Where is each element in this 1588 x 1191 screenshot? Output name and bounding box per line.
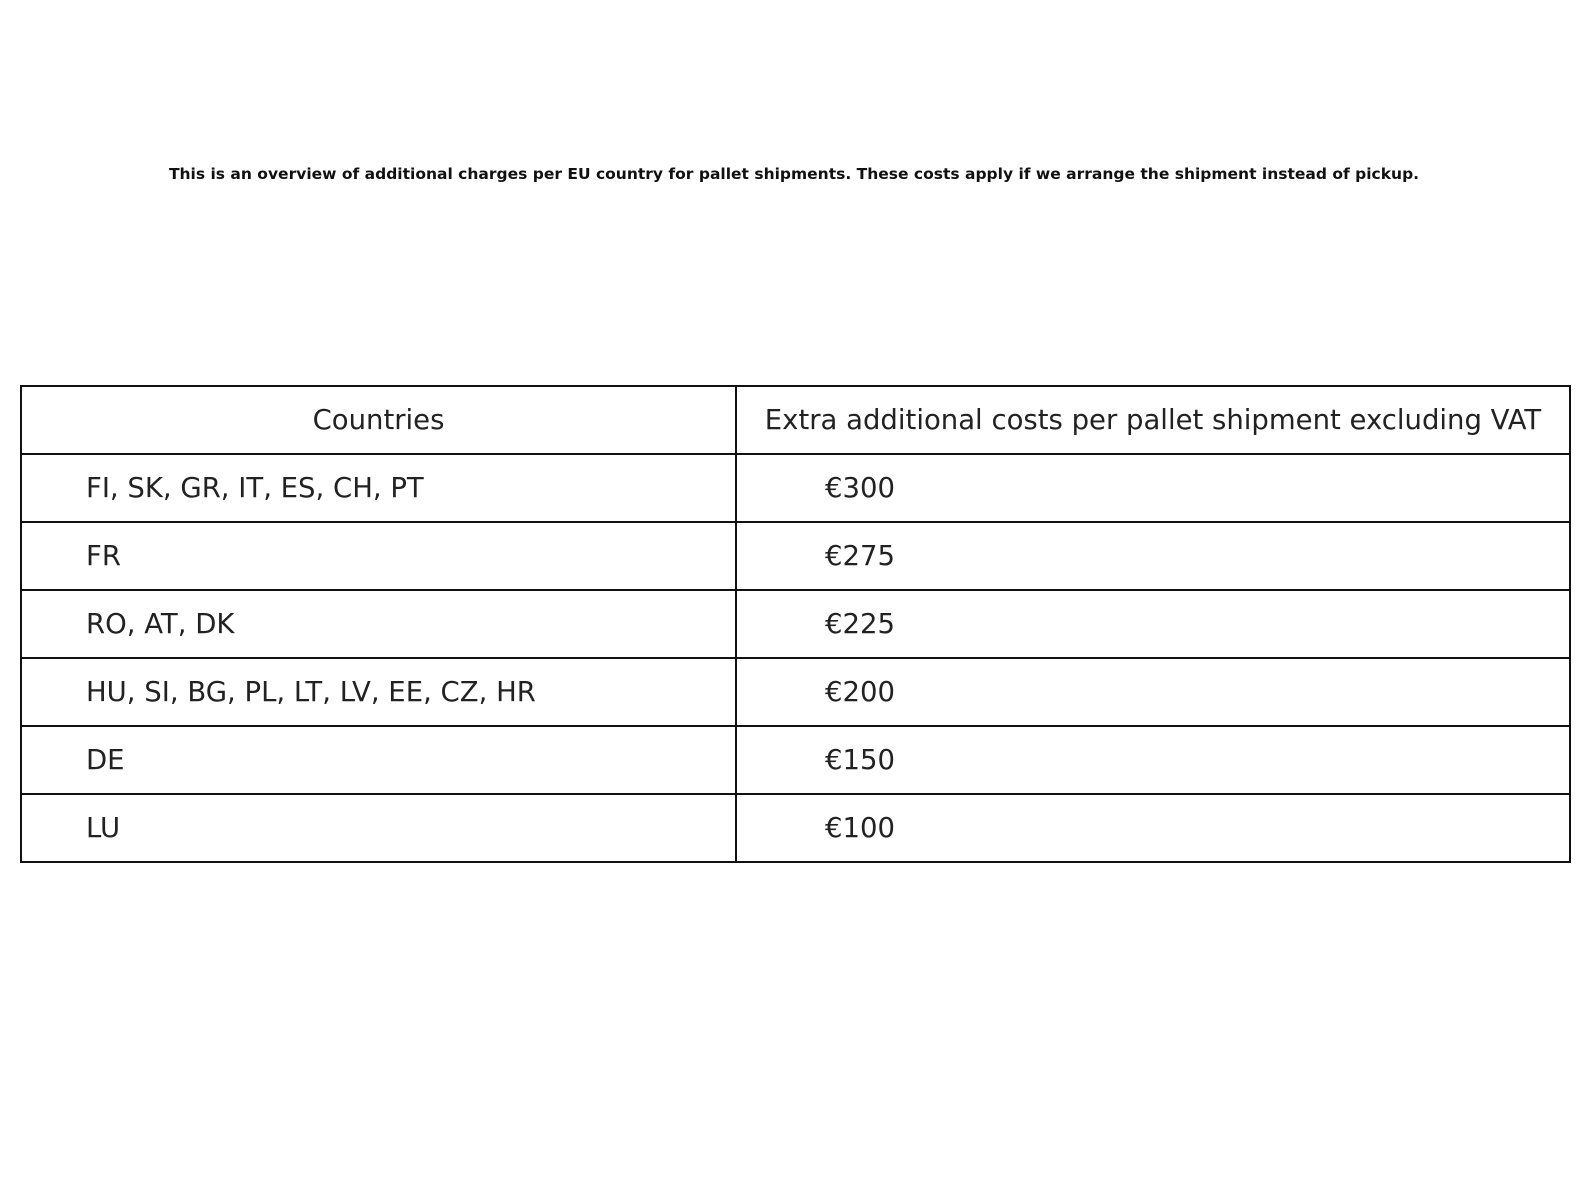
cell-countries: FI, SK, GR, IT, ES, CH, PT: [20, 453, 737, 523]
table-row: HU, SI, BG, PL, LT, LV, EE, CZ, HR €200: [20, 657, 1571, 727]
cell-cost: €300: [735, 453, 1571, 523]
cell-countries: FR: [20, 521, 737, 591]
cell-cost: €150: [735, 725, 1571, 795]
cell-countries: HU, SI, BG, PL, LT, LV, EE, CZ, HR: [20, 657, 737, 727]
header-countries: Countries: [20, 385, 737, 455]
table-row: FI, SK, GR, IT, ES, CH, PT €300: [20, 453, 1571, 523]
table-row: RO, AT, DK €225: [20, 589, 1571, 659]
table-row: DE €150: [20, 725, 1571, 795]
cell-countries: LU: [20, 793, 737, 863]
charges-table: Countries Extra additional costs per pal…: [20, 385, 1571, 863]
cell-cost: €275: [735, 521, 1571, 591]
header-costs: Extra additional costs per pallet shipme…: [735, 385, 1571, 455]
cell-cost: €100: [735, 793, 1571, 863]
table-title: This is an overview of additional charge…: [168, 165, 1420, 183]
cell-cost: €225: [735, 589, 1571, 659]
table-row: LU €100: [20, 793, 1571, 863]
table-row: FR €275: [20, 521, 1571, 591]
header-row: Countries Extra additional costs per pal…: [20, 385, 1571, 455]
cell-cost: €200: [735, 657, 1571, 727]
cell-countries: RO, AT, DK: [20, 589, 737, 659]
cell-countries: DE: [20, 725, 737, 795]
